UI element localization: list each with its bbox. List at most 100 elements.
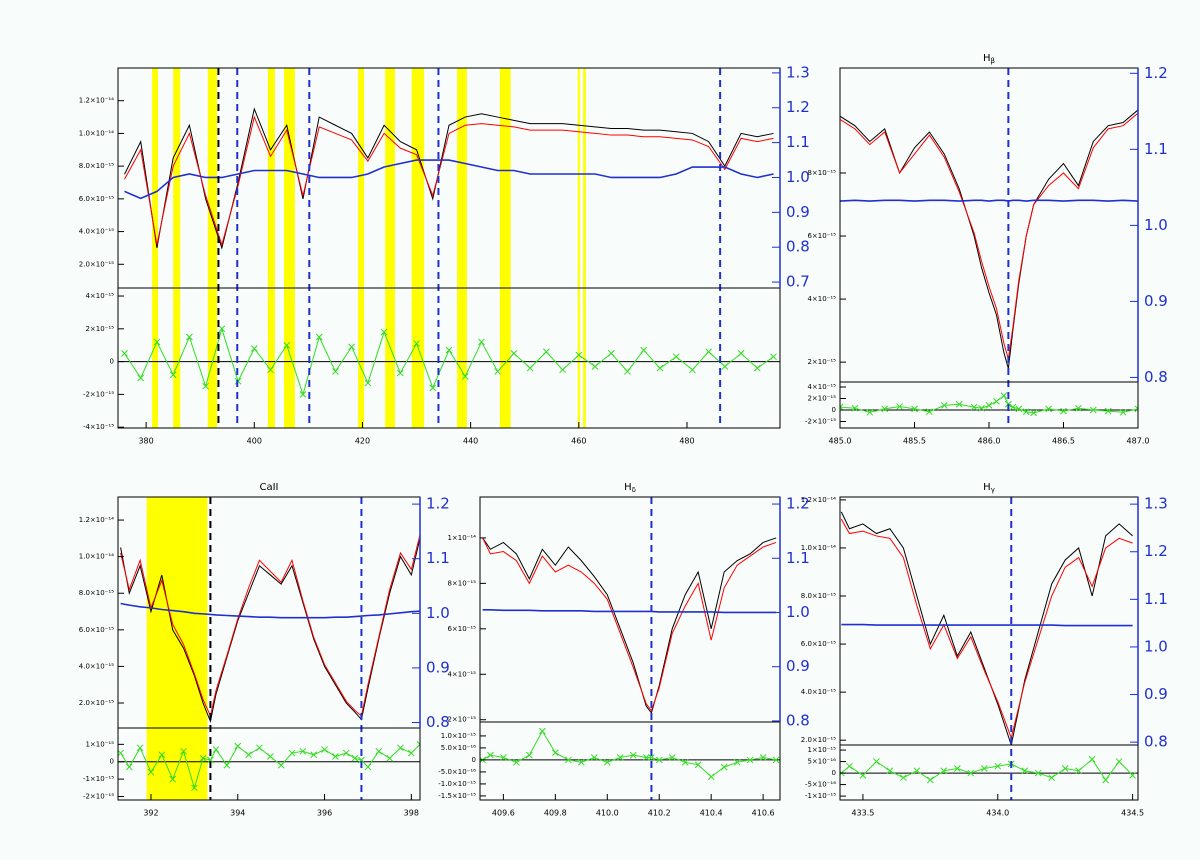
residual-marker	[494, 368, 502, 375]
residual-marker	[500, 754, 507, 761]
residual-marker	[288, 749, 296, 757]
panel: 433.5 434.0 434.5 1.2×10⁻¹⁴ 1.0×10⁻¹⁴ 8.0×10⁻…	[801, 482, 1168, 818]
residual-marker	[407, 749, 415, 757]
residual-marker	[1048, 774, 1056, 782]
spectrum-line	[840, 518, 1133, 740]
x-tick-label: 440	[463, 437, 478, 446]
residual-y-tick-label: 1×10⁻¹⁵	[85, 740, 114, 748]
spectrum-line	[840, 109, 1138, 369]
residual-y-tick-label: -1.0×10⁻¹⁵	[438, 780, 476, 788]
panel-title: Hγ	[983, 482, 995, 494]
x-tick-label: 460	[571, 437, 586, 446]
panel-title-sub: δ	[632, 486, 636, 494]
residual-marker	[277, 761, 285, 769]
residual-marker	[1134, 405, 1138, 413]
residual-marker	[720, 763, 728, 771]
panel-title-sub: γ	[991, 486, 995, 494]
x-tick-label: 433.5	[851, 809, 874, 818]
residual-marker	[866, 408, 874, 416]
y2-tick-label: 0.8	[786, 238, 810, 256]
residual-marker	[642, 754, 650, 761]
residual-y-tick-label: -1.5×10⁻¹⁵	[438, 792, 476, 800]
spectrum-line	[482, 537, 777, 712]
spectrum-line	[840, 511, 1133, 745]
residual-marker	[1015, 405, 1023, 413]
residual-marker	[364, 379, 372, 387]
panel-title-main: H	[624, 482, 632, 493]
residual-marker	[218, 325, 226, 333]
x-tick-label: 394	[230, 809, 245, 818]
x-tick-label: 392	[143, 809, 158, 818]
y-tick-label: 8.0×10⁻¹⁵	[79, 589, 114, 597]
residual-marker	[681, 758, 689, 766]
spectrum-line	[124, 107, 774, 250]
plot-frame	[839, 496, 1139, 801]
y2-tick-label: 1.0	[426, 604, 450, 622]
spectrum-line	[124, 115, 774, 247]
residual-marker	[1061, 765, 1069, 772]
residual-marker	[629, 751, 637, 759]
x-tick-label: 434.5	[1121, 809, 1144, 818]
residual-marker	[926, 776, 934, 784]
residual-marker	[186, 333, 193, 341]
highlight-band	[152, 68, 159, 428]
y-tick-label: 8.0×10⁻¹⁵	[79, 162, 114, 170]
highlight-band	[207, 68, 217, 428]
residual-marker	[753, 364, 761, 372]
residual-marker	[721, 363, 729, 370]
residual-marker	[873, 758, 880, 765]
y-tick-label: 6×10⁻¹⁵	[447, 625, 476, 633]
residual-marker	[1030, 409, 1038, 417]
residual-marker	[267, 366, 274, 374]
residual-marker	[332, 753, 339, 760]
residual-line	[840, 394, 1138, 414]
residual-marker	[380, 328, 388, 336]
y-tick-label: 4.0×10⁻¹⁵	[79, 228, 114, 236]
residual-marker	[616, 754, 624, 761]
residual-y-tick-label: 5.0×10⁻¹⁶	[441, 744, 476, 752]
residual-marker	[348, 343, 356, 351]
residual-marker	[607, 350, 615, 357]
y2-tick-label: 1.3	[786, 63, 810, 81]
plot-frame	[479, 496, 781, 801]
residual-y-tick-label: -4×10⁻¹⁵	[83, 423, 114, 431]
x-tick-label: 485.0	[829, 437, 852, 446]
residual-marker	[147, 768, 155, 776]
y-tick-label: 8.0×10⁻¹⁵	[801, 592, 836, 600]
residual-marker	[911, 405, 918, 413]
residual-marker	[342, 749, 350, 757]
residual-marker	[1119, 408, 1127, 416]
panel-title-main: H	[983, 53, 991, 64]
residual-marker	[315, 333, 323, 341]
plot-frame	[839, 67, 1139, 429]
residual-marker	[672, 353, 680, 361]
residual-marker	[429, 384, 437, 392]
residual-marker	[1009, 403, 1017, 411]
spectrum-line	[120, 538, 420, 724]
panel: 380 400 420 440 460 480 1.2×10⁻¹⁴ 1.0×10⁻¹⁴ 8.0×…	[79, 63, 810, 445]
residual-marker	[266, 753, 274, 760]
spectrum-line	[840, 199, 1138, 202]
spectrum-line	[482, 537, 777, 715]
residual-marker	[603, 758, 611, 766]
highlight-band	[411, 68, 425, 428]
residual-marker	[386, 754, 393, 762]
y2-tick-label: 0.8	[426, 713, 450, 731]
residual-marker	[207, 756, 214, 764]
residual-marker	[940, 767, 948, 775]
residual-marker	[256, 744, 263, 752]
residual-marker	[985, 402, 993, 409]
y2-tick-label: 0.9	[786, 203, 810, 221]
residual-marker	[1129, 772, 1136, 779]
highlight-band	[267, 68, 275, 428]
x-tick-label: 380	[138, 437, 153, 446]
residual-y-tick-label: 2×10⁻¹⁵	[807, 395, 836, 403]
y2-tick-label: 1.1	[1144, 590, 1168, 608]
panel-title-sub: β	[991, 57, 995, 65]
residual-marker	[364, 763, 372, 771]
residual-marker	[575, 351, 583, 359]
residual-marker	[478, 338, 485, 346]
y-tick-label: 2×10⁻¹⁵	[807, 358, 836, 366]
y-tick-label: 1.0×10⁻¹⁴	[79, 553, 114, 561]
residual-marker	[310, 751, 318, 759]
